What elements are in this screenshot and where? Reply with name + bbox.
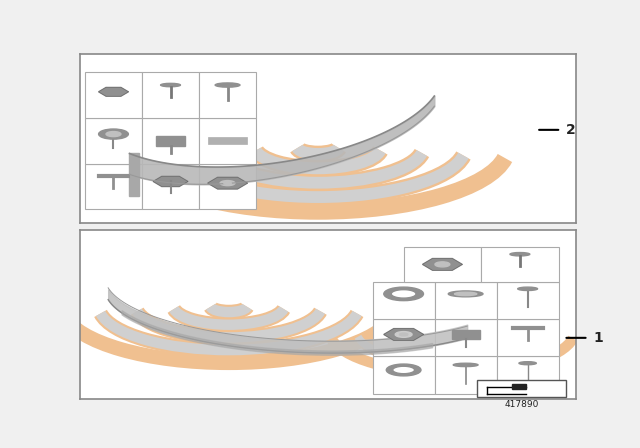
Bar	[497, 357, 559, 394]
Bar	[85, 73, 142, 118]
Ellipse shape	[519, 362, 536, 365]
Circle shape	[106, 132, 121, 137]
Text: 417890: 417890	[504, 401, 539, 409]
Bar	[142, 164, 199, 209]
Bar	[497, 319, 559, 357]
Circle shape	[224, 182, 231, 185]
Bar	[85, 118, 142, 164]
FancyBboxPatch shape	[477, 380, 566, 397]
Bar	[372, 282, 435, 319]
Bar	[372, 357, 435, 394]
Bar	[435, 282, 497, 319]
Bar	[199, 164, 256, 209]
Polygon shape	[511, 383, 527, 388]
Ellipse shape	[215, 83, 240, 87]
Ellipse shape	[161, 83, 180, 87]
Circle shape	[396, 332, 412, 337]
Ellipse shape	[454, 292, 477, 296]
Bar	[85, 164, 142, 209]
Bar	[435, 357, 497, 394]
Bar	[372, 319, 435, 357]
Circle shape	[220, 181, 235, 185]
Bar	[199, 73, 256, 118]
Bar	[404, 247, 481, 282]
Ellipse shape	[518, 287, 538, 290]
Polygon shape	[384, 328, 424, 340]
Circle shape	[399, 333, 408, 336]
Polygon shape	[422, 258, 462, 270]
Bar	[452, 330, 479, 339]
Bar	[435, 319, 497, 357]
Polygon shape	[99, 87, 129, 96]
Circle shape	[435, 262, 450, 267]
Bar	[481, 247, 559, 282]
Polygon shape	[129, 154, 140, 196]
Ellipse shape	[453, 363, 478, 366]
Bar	[142, 73, 199, 118]
Bar	[156, 136, 186, 146]
Ellipse shape	[448, 291, 483, 297]
Bar	[208, 138, 248, 144]
Text: 1: 1	[593, 331, 603, 345]
Polygon shape	[208, 177, 248, 189]
Circle shape	[428, 259, 457, 269]
Bar	[497, 282, 559, 319]
Text: 2: 2	[566, 123, 576, 137]
Bar	[142, 118, 199, 164]
Bar	[199, 118, 256, 164]
Ellipse shape	[510, 253, 530, 256]
Polygon shape	[153, 177, 188, 186]
Circle shape	[99, 129, 129, 139]
